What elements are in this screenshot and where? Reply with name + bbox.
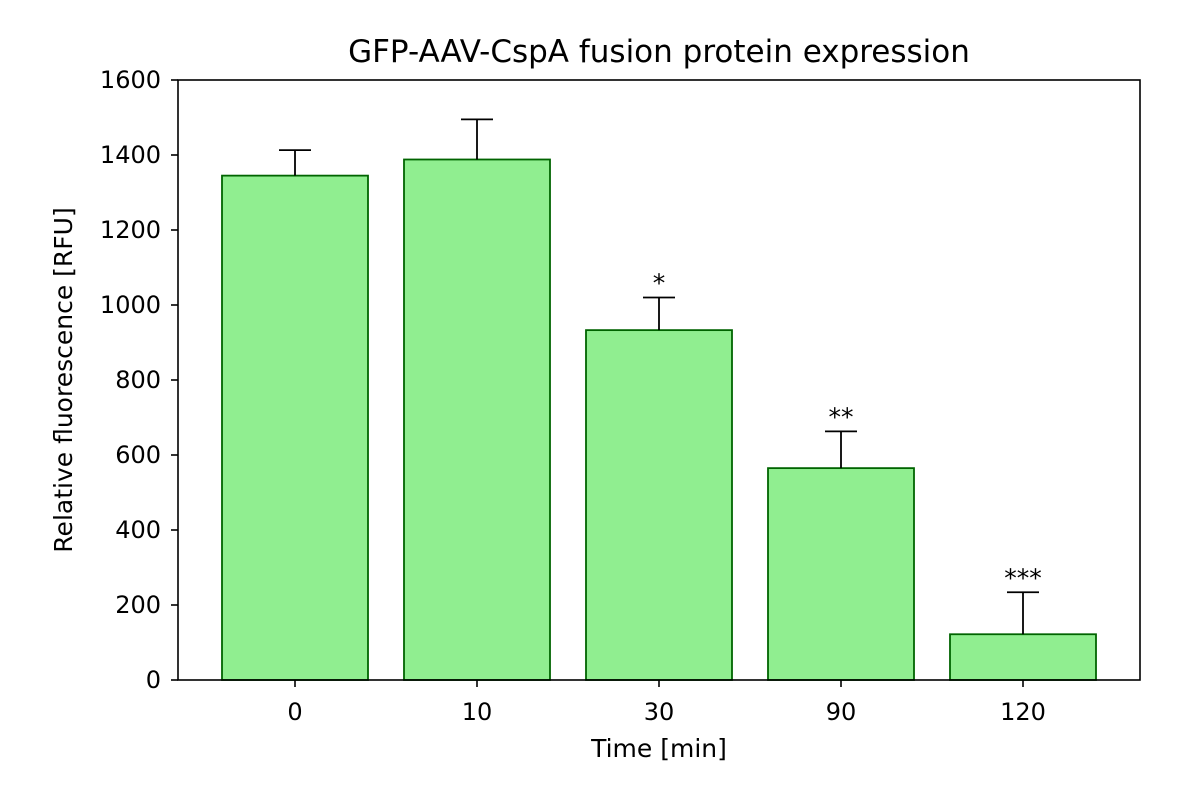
- bar-120: [949, 633, 1097, 681]
- chart-title: GFP-AAV-CspA fusion protein expression: [348, 34, 970, 70]
- x-axis-label: Time [min]: [590, 734, 727, 763]
- bar-10: [403, 158, 551, 681]
- y-tick-label-0: 0: [146, 666, 161, 694]
- y-tick-label-1400: 1400: [100, 141, 161, 169]
- y-axis-label: Relative fluorescence [RFU]: [49, 207, 78, 552]
- bar-0: [221, 174, 369, 681]
- bar-90: [767, 467, 915, 681]
- y-tick-label-400: 400: [115, 516, 161, 544]
- x-tick-label-30: 30: [644, 698, 675, 726]
- significance-annotations-layer: ******: [653, 269, 1042, 593]
- significance-label-120: ***: [1004, 563, 1042, 592]
- error-bars-layer: [279, 118, 1039, 635]
- y-tick-label-200: 200: [115, 591, 161, 619]
- x-tick-label-90: 90: [826, 698, 857, 726]
- y-tick-label-800: 800: [115, 366, 161, 394]
- significance-label-30: *: [653, 269, 666, 298]
- y-tick-label-1200: 1200: [100, 216, 161, 244]
- x-tick-label-120: 120: [1000, 698, 1046, 726]
- plot-frame: [177, 79, 1141, 681]
- bar-30: [585, 329, 733, 681]
- y-tick-label-1600: 1600: [100, 66, 161, 94]
- y-tick-label-1000: 1000: [100, 291, 161, 319]
- bars-layer: [221, 158, 1097, 681]
- y-tick-label-600: 600: [115, 441, 161, 469]
- x-tick-label-10: 10: [462, 698, 493, 726]
- x-tick-label-0: 0: [287, 698, 302, 726]
- significance-label-90: **: [829, 402, 854, 431]
